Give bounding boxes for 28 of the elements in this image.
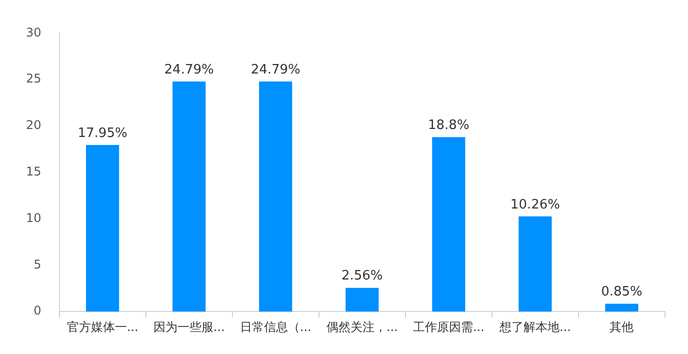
data-label: 24.79%: [250, 62, 300, 78]
data-label: 18.8%: [428, 118, 470, 134]
x-tick-label: 想了解本地...: [498, 320, 571, 334]
data-label: 17.95%: [78, 126, 128, 141]
bar: [518, 216, 552, 312]
data-label: 2.56%: [341, 268, 383, 284]
x-tick-label: 偶然关注，...: [326, 320, 398, 334]
y-tick-label: 15: [26, 164, 42, 179]
data-label: 24.79%: [164, 62, 214, 78]
bar: [605, 304, 638, 312]
y-tick-label: 30: [26, 25, 42, 40]
y-tick-label: 5: [34, 257, 42, 272]
y-tick-label: 20: [26, 118, 42, 132]
bar: [432, 137, 466, 312]
bar: [172, 82, 206, 312]
data-label: 10.26%: [510, 197, 560, 212]
bar: [86, 145, 120, 312]
y-tick-label: 10: [26, 210, 42, 225]
data-label: 0.85%: [601, 284, 642, 300]
bar: [259, 82, 292, 312]
x-tick-label: 因为一些服...: [153, 320, 225, 334]
bar: [346, 288, 379, 312]
x-tick-label: 官方媒体一...: [66, 320, 138, 334]
x-tick-label: 其他: [610, 320, 634, 334]
x-tick-label: 日常信息（...: [240, 320, 312, 334]
y-tick-label: 0: [34, 304, 42, 318]
y-tick-label: 25: [26, 72, 42, 86]
x-tick-label: 工作原因需...: [412, 320, 484, 334]
